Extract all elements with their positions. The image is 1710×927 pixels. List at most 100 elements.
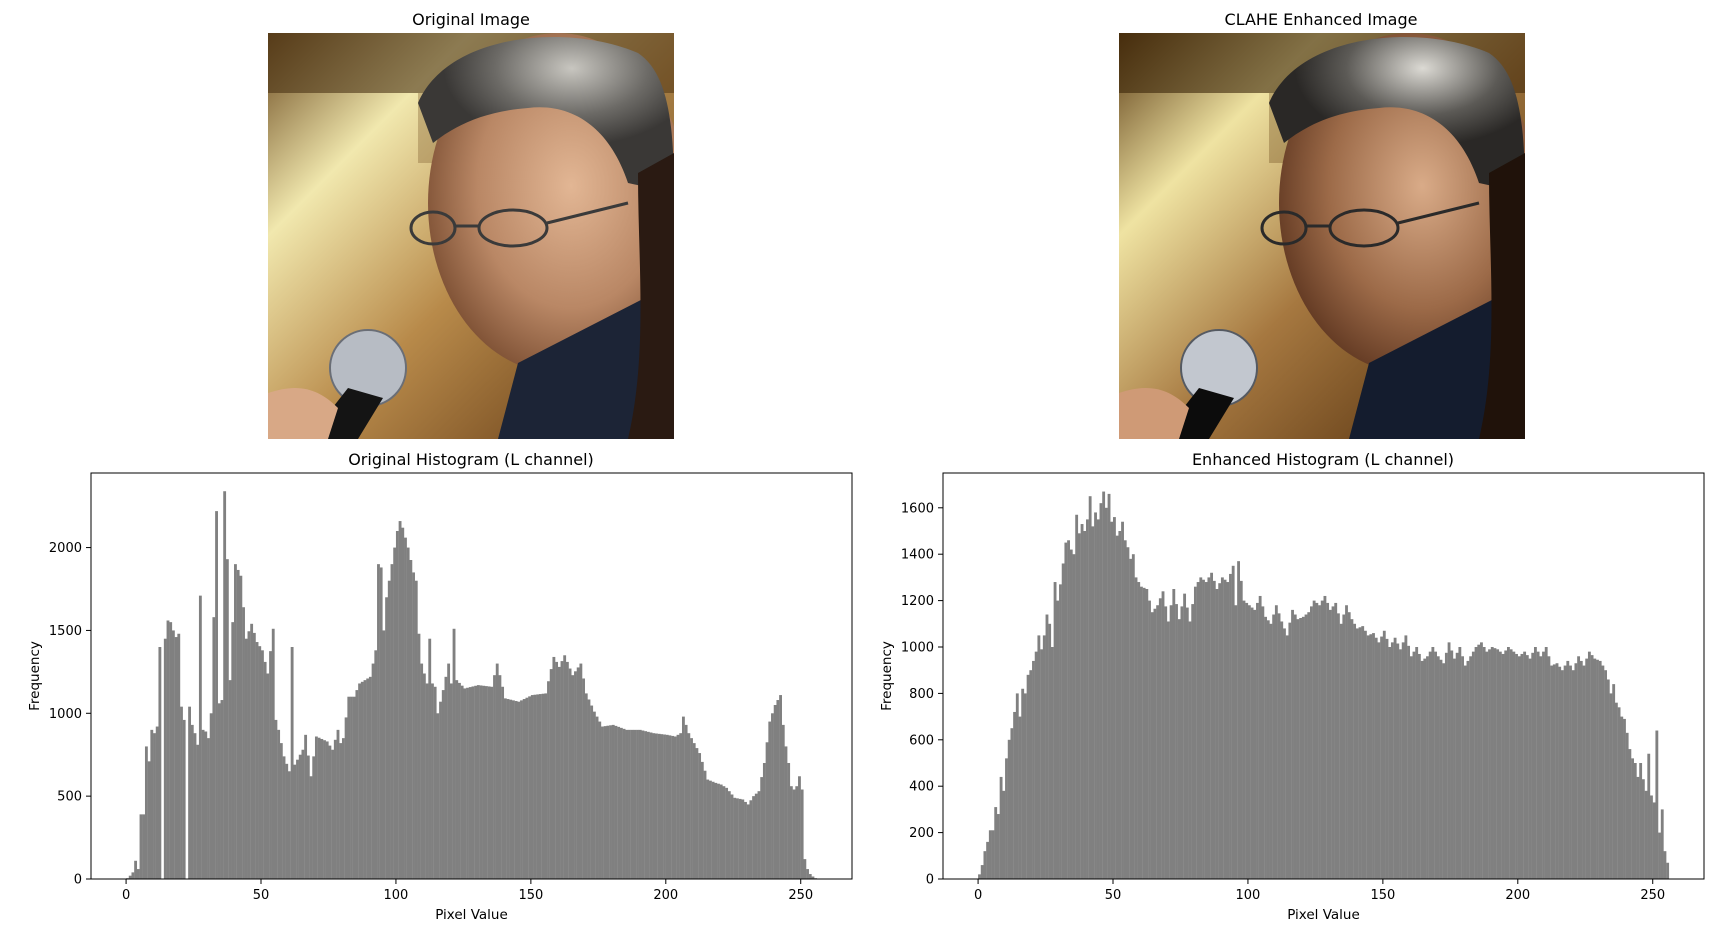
- histogram-bar: [1099, 503, 1103, 879]
- histogram-bar: [1080, 524, 1084, 879]
- histogram-bar: [1193, 586, 1197, 879]
- histogram-bar: [336, 729, 340, 879]
- histogram-bar: [1620, 716, 1624, 879]
- histogram-bar: [757, 791, 761, 879]
- histogram-bar: [1272, 614, 1276, 879]
- histogram-bar: [609, 725, 612, 879]
- histogram-bar: [1512, 651, 1516, 879]
- histogram-bar: [1631, 758, 1634, 879]
- histogram-bar: [258, 646, 262, 879]
- histogram-bar: [999, 776, 1003, 879]
- histogram-bar: [676, 734, 680, 879]
- histogram-bar: [1488, 649, 1491, 879]
- histogram-bar: [582, 678, 585, 879]
- histogram-title: Enhanced Histogram (L channel): [1192, 450, 1454, 469]
- histogram-bar: [727, 791, 731, 879]
- histogram-bar: [296, 759, 299, 879]
- histogram-bar: [679, 733, 683, 879]
- histogram-bar: [1612, 684, 1616, 879]
- x-tick-label: 250: [788, 888, 813, 903]
- histogram-bar: [771, 713, 774, 879]
- histogram-bar: [641, 730, 645, 879]
- histogram-bar: [1628, 749, 1632, 879]
- histogram-bar: [417, 633, 421, 879]
- histogram-bar: [279, 743, 283, 879]
- histogram-bar: [1363, 630, 1367, 879]
- histogram-bar: [1307, 612, 1311, 879]
- histogram-bar: [1390, 642, 1394, 879]
- histogram-bar: [1131, 554, 1135, 879]
- histogram-bar: [479, 685, 483, 879]
- histogram-bar: [366, 678, 370, 879]
- histogram-bar: [1299, 618, 1303, 879]
- histogram-bar: [1380, 636, 1384, 879]
- histogram-bar: [741, 799, 745, 879]
- histogram-bar: [1523, 651, 1527, 879]
- histogram-bar: [601, 726, 604, 879]
- histogram-bar: [188, 706, 191, 879]
- histogram-bar: [571, 675, 575, 879]
- histogram-bar: [1447, 642, 1451, 879]
- histogram-bar: [549, 669, 553, 879]
- histogram-bar: [1525, 655, 1529, 879]
- histogram-bar: [493, 675, 496, 879]
- histogram-bar: [385, 597, 388, 879]
- histogram-bar: [1245, 602, 1249, 879]
- y-tick-label: 0: [74, 873, 82, 888]
- histogram-bar: [468, 687, 472, 879]
- y-tick-label: 800: [909, 687, 934, 702]
- histogram-bar: [986, 841, 990, 879]
- histogram-bar: [1347, 612, 1351, 879]
- original-image-title: Original Image: [412, 10, 530, 29]
- histogram-bar: [1156, 605, 1160, 879]
- histogram-bar: [1096, 519, 1100, 879]
- histogram-bar: [395, 531, 399, 879]
- histogram-bar: [323, 740, 326, 879]
- histogram-bar: [1382, 630, 1386, 879]
- histogram-bar: [212, 617, 216, 879]
- histogram-bar: [1296, 619, 1300, 879]
- histogram-bar: [1288, 622, 1292, 879]
- histogram-bar: [458, 682, 461, 879]
- histogram-bar: [1253, 609, 1257, 879]
- histogram-bar: [579, 663, 583, 879]
- histogram-bar: [309, 776, 313, 879]
- histogram-bar: [1188, 621, 1192, 879]
- x-tick-label: 100: [384, 888, 409, 903]
- histogram-bar: [274, 719, 278, 879]
- histogram-bar: [1115, 535, 1119, 879]
- histogram-bar: [798, 776, 801, 879]
- y-tick-label: 1200: [901, 594, 934, 609]
- histogram-bar: [1455, 652, 1459, 879]
- histogram-bar: [1056, 600, 1060, 879]
- histogram-bar: [1002, 790, 1006, 879]
- histogram-bar: [252, 632, 256, 879]
- histogram-bar: [1172, 589, 1176, 879]
- histogram-bar: [547, 681, 550, 879]
- histogram-bar: [1280, 621, 1284, 879]
- histogram-bar: [1585, 658, 1589, 879]
- histogram-bar: [795, 786, 799, 879]
- histogram-bar: [290, 647, 294, 879]
- histogram-bar: [1150, 612, 1154, 879]
- histogram-bar: [978, 874, 981, 879]
- histogram-bar: [1223, 579, 1227, 879]
- histogram-bar: [784, 746, 788, 879]
- histogram-bar: [1169, 605, 1173, 879]
- histogram-bar: [1606, 679, 1610, 879]
- histogram-bar: [735, 798, 739, 879]
- histogram-bar: [1104, 507, 1108, 879]
- histogram-bar: [1291, 609, 1294, 879]
- histogram-bar: [762, 763, 766, 879]
- histogram-bar: [495, 663, 499, 879]
- histogram-bar: [147, 761, 151, 879]
- histogram-bar: [988, 830, 992, 879]
- histogram-bar: [196, 744, 200, 879]
- histogram-bar: [271, 628, 275, 879]
- histogram-bar: [722, 786, 726, 879]
- histogram-bar: [765, 742, 769, 879]
- histogram-bar: [781, 724, 785, 879]
- histogram-bar: [1558, 666, 1562, 879]
- histogram-bar: [811, 876, 815, 879]
- histogram-bar: [242, 607, 245, 879]
